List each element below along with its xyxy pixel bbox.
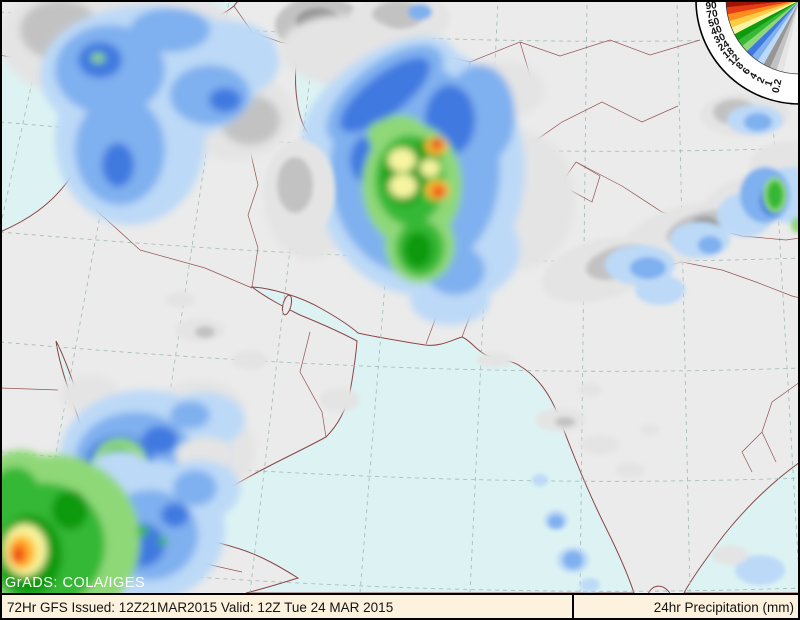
status-bar: 72Hr GFS Issued: 12Z21MAR2015 Valid: 12Z… (0, 593, 800, 620)
legend-scale-label: 4 (748, 71, 761, 82)
legend-scale-label: 8 (734, 60, 746, 72)
legend-scale-label: 90 (705, 0, 718, 12)
precip-near-legend (700, 93, 790, 137)
precip-turkey-levant (0, 0, 295, 225)
forecast-issued-valid-text: 72Hr GFS Issued: 12Z21MAR2015 Valid: 12Z… (7, 600, 394, 615)
legend-color-band (763, 0, 800, 68)
legend-color-band (776, 0, 800, 73)
legend-scale-label: 70 (706, 8, 719, 21)
legend-color-band (757, 0, 800, 65)
legend-color-band (737, 0, 800, 47)
legend-scale-label: 30 (712, 31, 727, 46)
legend-color-band (734, 0, 800, 41)
legend-scale-label: 1 (763, 79, 775, 88)
qatar-peninsula (281, 294, 293, 316)
precip-india-spots (532, 383, 785, 592)
precip-iran-afghanistan-system (265, 15, 575, 325)
legend-color-band (769, 0, 800, 71)
precip-zagros-gray (265, 140, 335, 240)
precip-himalaya-chain (541, 141, 800, 305)
legend-color-band (726, 0, 800, 15)
legend-color-band (727, 0, 800, 22)
sri-lanka-island (646, 585, 674, 593)
legend-color-band (729, 0, 800, 28)
precip-horn-of-africa-system (0, 437, 240, 593)
precipitation-map: GrADS: COLA/IGES 0.212468121824304050709… (0, 0, 800, 593)
legend-color-band (751, 0, 800, 61)
legend-scale-label: 40 (709, 24, 724, 39)
precipitation-unit-label: 24hr Precipitation (mm) (572, 595, 800, 620)
legend-color-band (783, 0, 800, 74)
precip-arabia-gray-spots (165, 292, 513, 412)
legend-color-band (731, 0, 800, 35)
grads-watermark: GrADS: COLA/IGES (5, 575, 145, 591)
legend-scale-label: 2 (755, 75, 767, 85)
legend-scale-label: 6 (741, 66, 753, 77)
legend-scale-label: 0.2 (771, 78, 785, 94)
legend-scale-label: 50 (707, 16, 721, 30)
legend-color-band (742, 0, 800, 52)
legend-color-band (746, 0, 800, 57)
